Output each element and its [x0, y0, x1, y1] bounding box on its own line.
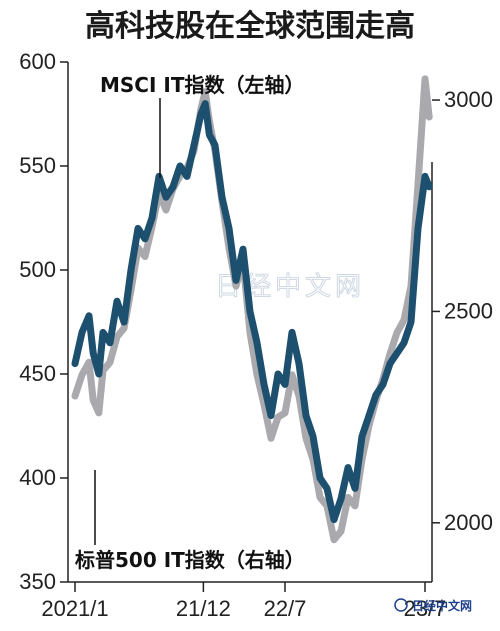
- right-axis: 2000 2500 3000: [432, 87, 493, 535]
- x-axis: 2021/1 21/12 22/7 23/7: [41, 582, 446, 621]
- left-axis: 350 400 450 500 550 600: [19, 49, 68, 594]
- left-tick-label: 600: [19, 49, 56, 74]
- corner-logo-text: 日经中文网: [412, 598, 472, 613]
- annotation-sp500-label: 标普500 IT指数（右轴）: [75, 548, 305, 572]
- x-tick-label: 2021/1: [41, 596, 108, 621]
- x-tick-label: 23/7: [404, 596, 447, 621]
- series-layer: [71, 75, 433, 544]
- logo-mark-icon: [394, 598, 408, 612]
- plot-frame: [67, 62, 433, 583]
- x-tick-label: 21/12: [176, 596, 231, 621]
- left-tick-label: 350: [19, 569, 56, 594]
- series-line-msci-it: [71, 100, 433, 524]
- right-tick-label: 2500: [444, 298, 493, 323]
- left-tick-label: 500: [19, 257, 56, 282]
- right-tick-label: 3000: [444, 87, 493, 112]
- annotation-msci-label: MSCI IT指数（左轴）: [100, 73, 304, 97]
- left-tick-label: 450: [19, 361, 56, 386]
- x-tick-label: 22/7: [264, 596, 307, 621]
- left-tick-label: 400: [19, 465, 56, 490]
- chart-title: 高科技股在全球范围走高: [85, 9, 415, 44]
- right-tick-label: 2000: [444, 510, 493, 535]
- corner-logo: 日经中文网: [394, 598, 472, 613]
- left-tick-label: 550: [19, 153, 56, 178]
